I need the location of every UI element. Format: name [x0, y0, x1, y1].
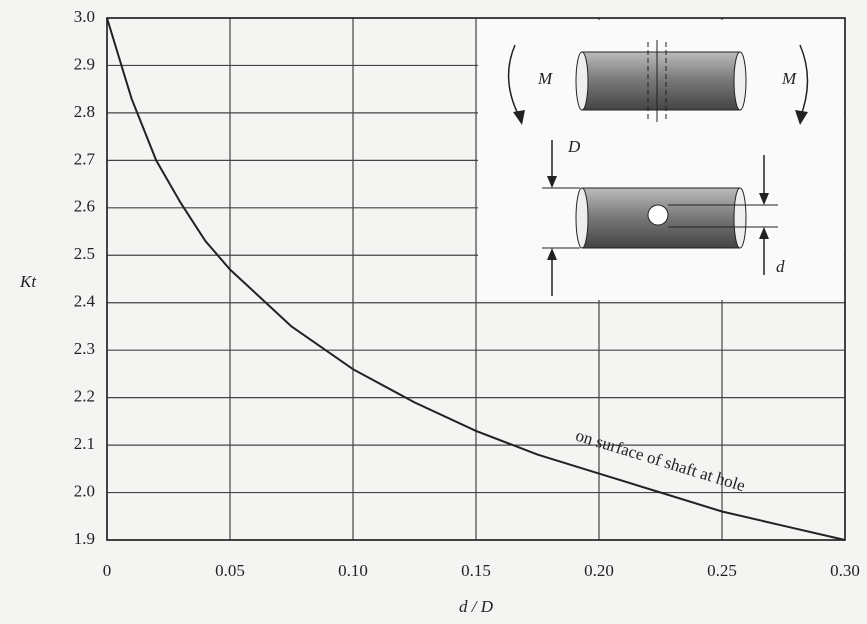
y-tick-label: 2.6 [74, 197, 95, 216]
y-tick-label: 2.8 [74, 102, 95, 121]
y-tick-label: 3.0 [74, 7, 95, 26]
y-tick-label: 2.4 [74, 292, 96, 311]
y-tick-label: 2.7 [74, 149, 96, 168]
x-tick-label: 0 [103, 561, 112, 580]
y-axis-label: Kt [19, 272, 37, 291]
x-axis-label: d / D [459, 597, 494, 616]
x-tick-label: 0.10 [338, 561, 368, 580]
line-series [106, 17, 846, 541]
plot-frame [106, 17, 846, 541]
inset-diagram: M M D d [478, 20, 844, 300]
x-tick-label: 0.25 [707, 561, 737, 580]
y-tick-label: 1.9 [74, 529, 95, 548]
x-tick-label: 0.15 [461, 561, 491, 580]
x-tick-label: 0.05 [215, 561, 245, 580]
x-tick-label: 0.30 [830, 561, 860, 580]
inset-label: M [781, 69, 797, 88]
y-tick-label: 2.3 [74, 339, 95, 358]
inset-label: D [567, 137, 581, 156]
x-tick-label: 0.20 [584, 561, 614, 580]
y-tick-label: 2.0 [74, 481, 95, 500]
inset-label: d [776, 257, 785, 276]
inset-label: M [537, 69, 553, 88]
y-tick-label: 2.5 [74, 244, 95, 263]
y-tick-label: 2.1 [74, 434, 95, 453]
y-tick-label: 2.9 [74, 54, 95, 73]
y-tick-label: 2.2 [74, 387, 95, 406]
